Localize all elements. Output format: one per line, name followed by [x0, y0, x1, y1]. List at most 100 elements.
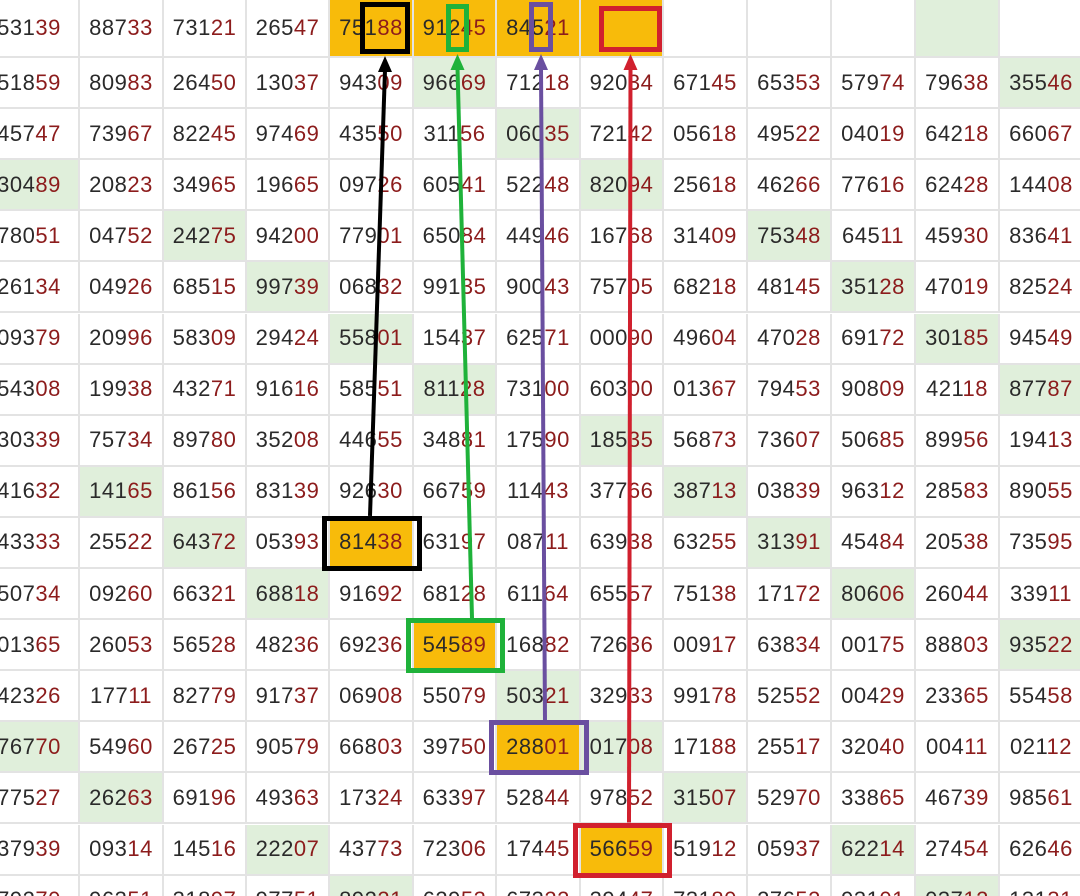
cell-value: 52552 — [757, 682, 821, 708]
cell-value: 29424 — [255, 325, 320, 351]
table-cell: 62214 — [832, 824, 916, 876]
cell-value: 00429 — [841, 682, 905, 708]
cell-value: 02112 — [1009, 733, 1073, 759]
cell-value: 16882 — [506, 631, 570, 657]
cell-value: 17590 — [506, 427, 570, 453]
table-cell: 53139 — [0, 0, 80, 58]
cell-value: 88803 — [925, 631, 989, 657]
table-cell: 14516 — [164, 824, 247, 876]
cell-value: 68515 — [172, 273, 237, 299]
cell-value: 79638 — [925, 69, 989, 95]
cell-value: 62646 — [1009, 836, 1073, 862]
table-cell: 17590 — [497, 415, 581, 467]
purple-arrow-line — [539, 67, 547, 723]
cell-value: 45747 — [0, 120, 61, 146]
cell-value: 39750 — [422, 733, 487, 759]
cell-value: 25517 — [757, 733, 821, 759]
cell-value: 17324 — [339, 784, 403, 810]
red-arrow-line — [627, 67, 633, 823]
cell-value: 35128 — [841, 273, 905, 299]
table-cell: 27454 — [916, 824, 1000, 876]
table-cell: 65353 — [748, 58, 832, 110]
cell-value: 89956 — [925, 427, 989, 453]
cell-value: 78051 — [0, 222, 61, 248]
cell-value: 90579 — [255, 733, 320, 759]
cell-value: 48145 — [757, 273, 821, 299]
table-cell: 31897 — [164, 875, 247, 896]
table-cell: 97751 — [247, 875, 330, 896]
cell-value: 43550 — [339, 120, 403, 146]
table-cell: 00917 — [664, 620, 748, 672]
table-cell: 99178 — [664, 671, 748, 723]
red-arrow-head — [623, 54, 638, 70]
table-cell: 83641 — [1000, 211, 1080, 263]
cell-value: 73121 — [172, 15, 237, 40]
cell-value: 26547 — [255, 15, 320, 40]
cell-value: 30339 — [0, 427, 61, 453]
cell-value: 30489 — [0, 171, 61, 197]
cell-value: 90043 — [506, 273, 570, 299]
table-cell: 32933 — [581, 671, 664, 723]
table-cell: 96351 — [80, 875, 164, 896]
table-cell: 17324 — [330, 773, 414, 825]
table-cell: 64218 — [916, 109, 1000, 161]
table-cell: 91737 — [247, 671, 330, 723]
table-cell: 58309 — [164, 313, 247, 365]
cell-value: 53139 — [0, 15, 61, 40]
table-cell: 06908 — [330, 671, 414, 723]
table-cell: 75734 — [80, 415, 164, 467]
cell-value: 20538 — [925, 529, 989, 555]
cell-value: 69172 — [841, 325, 905, 351]
table-cell: 25522 — [80, 517, 164, 569]
table-cell: 48145 — [748, 262, 832, 314]
table-cell: 26547 — [247, 0, 330, 58]
table-cell: 35128 — [832, 262, 916, 314]
cell-value: 17188 — [673, 733, 737, 759]
cell-value: 13131 — [1009, 887, 1073, 896]
cell-value: 05618 — [673, 120, 737, 146]
table-cell: 17445 — [497, 824, 581, 876]
cell-value: 82779 — [172, 682, 237, 708]
cell-value: 05393 — [255, 529, 320, 555]
table-cell: 79270 — [0, 875, 80, 896]
table-cell: 72636 — [581, 620, 664, 672]
table-cell: 01367 — [664, 364, 748, 416]
table-cell: 69172 — [832, 313, 916, 365]
table-cell: 05937 — [748, 824, 832, 876]
cell-value: 04019 — [841, 120, 905, 146]
cell-value: 01367 — [673, 376, 737, 402]
cell-value: 20996 — [89, 325, 153, 351]
table-cell: 90579 — [247, 722, 330, 774]
cell-value: 19665 — [255, 171, 320, 197]
cell-value: 13037 — [255, 69, 320, 95]
cell-value: 63834 — [757, 631, 821, 657]
cell-value: 96312 — [841, 478, 905, 504]
table-cell: 78051 — [0, 211, 80, 263]
cell-value: 73100 — [506, 376, 570, 402]
cell-value: 79270 — [0, 887, 61, 896]
cell-value: 54308 — [0, 376, 61, 402]
cell-value: 31507 — [673, 784, 737, 810]
cell-value: 80606 — [841, 580, 905, 606]
table-cell: 25517 — [748, 722, 832, 774]
table-cell: 30339 — [0, 415, 80, 467]
purple-arrow-head — [534, 54, 548, 70]
table-cell: 64372 — [164, 517, 247, 569]
cell-value: 51859 — [0, 69, 61, 95]
cell-value: 72306 — [422, 836, 487, 862]
table-cell: 79638 — [916, 58, 1000, 110]
table-cell: 17711 — [80, 671, 164, 723]
cell-value: 26725 — [172, 733, 237, 759]
table-cell: 25618 — [664, 160, 748, 212]
cell-value: 62571 — [506, 325, 570, 351]
cell-value: 01365 — [0, 631, 61, 657]
table-cell: 46266 — [748, 160, 832, 212]
table-cell: 80606 — [832, 569, 916, 621]
table-cell: 16882 — [497, 620, 581, 672]
cell-value: 17172 — [757, 580, 821, 606]
table-cell: 39447 — [581, 875, 664, 896]
cell-value: 69196 — [172, 784, 237, 810]
cell-value: 48236 — [255, 631, 320, 657]
table-cell: 50734 — [0, 569, 80, 621]
